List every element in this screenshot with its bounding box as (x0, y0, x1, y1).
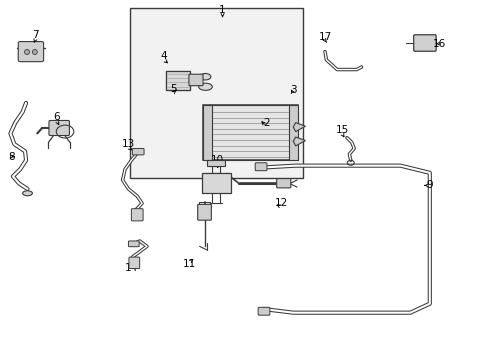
FancyBboxPatch shape (197, 204, 211, 220)
FancyBboxPatch shape (413, 35, 435, 51)
Text: 3: 3 (289, 85, 296, 95)
Polygon shape (293, 137, 305, 146)
FancyBboxPatch shape (49, 121, 69, 135)
Text: 4: 4 (161, 51, 167, 61)
FancyBboxPatch shape (201, 173, 230, 193)
Text: 11: 11 (183, 259, 196, 269)
Bar (130, 8, 303, 178)
Text: 13: 13 (122, 139, 135, 149)
FancyBboxPatch shape (188, 74, 203, 86)
Text: 2: 2 (263, 118, 269, 128)
FancyBboxPatch shape (132, 148, 144, 155)
Text: 7: 7 (32, 30, 39, 40)
Text: 9: 9 (426, 180, 432, 190)
Text: 5: 5 (170, 84, 177, 94)
FancyBboxPatch shape (131, 209, 143, 221)
Ellipse shape (22, 191, 32, 196)
Polygon shape (293, 123, 305, 132)
Ellipse shape (32, 49, 37, 54)
FancyBboxPatch shape (18, 41, 43, 62)
Text: 12: 12 (274, 198, 287, 208)
Ellipse shape (198, 83, 212, 90)
FancyBboxPatch shape (276, 179, 290, 188)
FancyBboxPatch shape (203, 105, 298, 160)
FancyBboxPatch shape (207, 160, 224, 166)
Text: 1: 1 (219, 5, 225, 15)
Ellipse shape (200, 73, 210, 80)
Text: 14: 14 (124, 263, 138, 273)
Text: 6: 6 (53, 112, 60, 122)
FancyBboxPatch shape (258, 307, 269, 315)
FancyBboxPatch shape (128, 241, 139, 247)
Text: 8: 8 (8, 152, 15, 162)
Bar (203, 105, 211, 160)
FancyBboxPatch shape (255, 163, 266, 171)
Text: 16: 16 (432, 39, 445, 49)
Ellipse shape (24, 49, 29, 54)
FancyBboxPatch shape (129, 257, 140, 269)
Text: 15: 15 (335, 125, 348, 135)
FancyBboxPatch shape (166, 71, 189, 90)
Text: 17: 17 (318, 32, 331, 41)
Text: 10: 10 (211, 155, 224, 165)
Bar (289, 105, 298, 160)
